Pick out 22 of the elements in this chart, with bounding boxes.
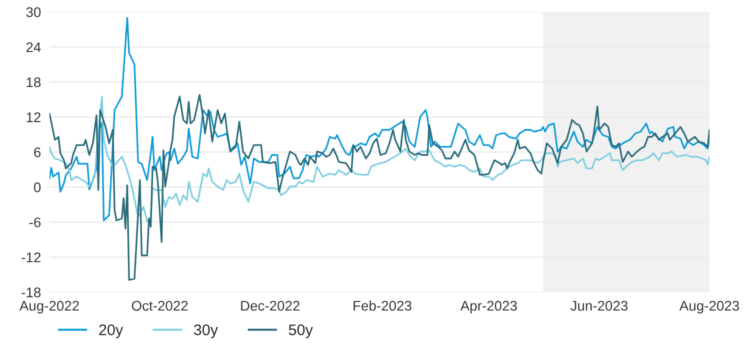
- y-tick-label: 12: [26, 112, 40, 122]
- x-tick-label: Aug-2022: [19, 300, 79, 314]
- y-tick-label: 18: [26, 77, 41, 88]
- x-tick-label: Aug-2023: [679, 300, 740, 314]
- line-series: [50, 96, 710, 222]
- y-tick-label: 6: [34, 147, 41, 158]
- y-tick-label: 30: [26, 7, 41, 18]
- y-tick-label: 24: [26, 42, 41, 52]
- legend-label: 20y: [99, 324, 124, 338]
- y-tick-label: -12: [22, 252, 40, 262]
- x-tick-label: Jun-2023: [570, 300, 628, 311]
- y-tick-label: -18: [22, 287, 41, 298]
- x-tick-label: Dec-2022: [241, 300, 300, 311]
- line-series: [50, 94, 710, 281]
- y-tick-label: 0: [34, 182, 41, 192]
- y-tick-label: -6: [29, 217, 41, 228]
- x-tick-label: Oct-2022: [132, 300, 188, 311]
- line-series: [50, 16, 710, 222]
- legend-label: 50y: [288, 324, 313, 338]
- x-tick-label: Apr-2023: [460, 300, 517, 314]
- x-tick-label: Feb-2023: [354, 300, 412, 311]
- legend-label: 30y: [194, 324, 218, 338]
